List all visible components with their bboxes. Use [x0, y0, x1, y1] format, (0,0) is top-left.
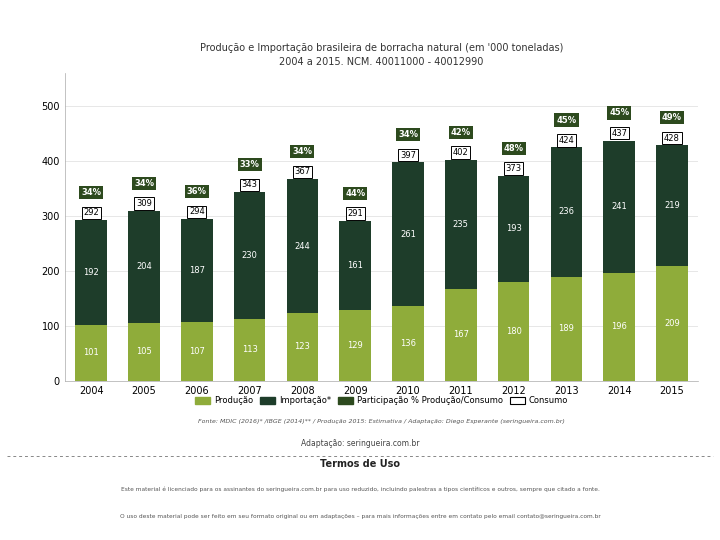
Text: 34%: 34% [81, 188, 102, 197]
Text: 107: 107 [189, 347, 204, 356]
Text: 189: 189 [559, 324, 575, 333]
Text: 204: 204 [136, 262, 152, 272]
Text: 343: 343 [242, 180, 258, 190]
Bar [76, 220, 107, 325]
Text: 402: 402 [453, 148, 469, 157]
Text: 136: 136 [400, 339, 416, 348]
Text: 34%: 34% [134, 179, 154, 188]
Bar [498, 176, 529, 282]
Bar [603, 140, 635, 273]
Text: O uso deste material pode ser feito em seu formato original ou em adaptações – p: O uso deste material pode ser feito em s… [120, 514, 600, 519]
Title: Produção e Importação brasileira de borracha natural (em '000 toneladas)
2004 a : Produção e Importação brasileira de borr… [200, 43, 563, 66]
Legend: Produção, Importação*, Participação % Produção/Consumo, Consumo: Produção, Importação*, Participação % Pr… [192, 393, 572, 409]
Text: 44%: 44% [345, 188, 365, 198]
Text: 292: 292 [84, 208, 99, 218]
Text: 196: 196 [611, 322, 627, 332]
Text: 367: 367 [294, 167, 310, 176]
Bar [656, 266, 688, 381]
Text: Termos de Uso: Termos de Uso [320, 460, 400, 469]
Text: 241: 241 [611, 202, 627, 211]
Text: 397: 397 [400, 151, 416, 160]
Bar [234, 192, 266, 319]
Bar [128, 323, 160, 381]
Bar [339, 310, 371, 381]
Text: Este material é licenciado para os assinantes do seringueira.com.br para uso red: Este material é licenciado para os assin… [120, 487, 600, 492]
Bar [603, 273, 635, 381]
Text: 42%: 42% [451, 127, 471, 137]
Text: 437: 437 [611, 129, 627, 138]
Text: 309: 309 [136, 199, 152, 208]
Text: 209: 209 [664, 319, 680, 328]
Bar [287, 313, 318, 381]
Text: 129: 129 [347, 341, 363, 350]
Bar [498, 282, 529, 381]
Text: 244: 244 [294, 241, 310, 251]
Text: 45%: 45% [609, 109, 629, 117]
Text: 167: 167 [453, 330, 469, 339]
Text: 230: 230 [242, 251, 258, 260]
Text: 101: 101 [84, 348, 99, 357]
Bar [392, 306, 424, 381]
Text: 36%: 36% [186, 187, 207, 196]
Text: 294: 294 [189, 207, 204, 217]
Text: RESULTADOS: RESULTADOS [11, 28, 121, 43]
Text: 428: 428 [664, 134, 680, 143]
Text: 33%: 33% [240, 160, 259, 169]
Bar [128, 211, 160, 323]
Text: 34%: 34% [292, 147, 312, 156]
Text: 235: 235 [453, 220, 469, 229]
Text: 192: 192 [84, 268, 99, 277]
Bar [392, 163, 424, 306]
Bar [181, 322, 212, 381]
Bar [234, 319, 266, 381]
Bar [656, 145, 688, 266]
Bar [445, 289, 477, 381]
Text: 161: 161 [347, 261, 363, 270]
Text: 236: 236 [559, 207, 575, 217]
Bar [287, 179, 318, 313]
Text: 219: 219 [664, 201, 680, 210]
Text: 45%: 45% [557, 116, 577, 125]
Bar [76, 325, 107, 381]
Text: Adaptação: seringueira.com.br: Adaptação: seringueira.com.br [301, 440, 419, 448]
Bar [181, 219, 212, 322]
Text: 123: 123 [294, 342, 310, 352]
Text: 373: 373 [505, 164, 522, 173]
Text: 261: 261 [400, 230, 416, 239]
Text: 48%: 48% [503, 144, 523, 153]
Bar [339, 221, 371, 310]
Text: 34%: 34% [398, 130, 418, 139]
Text: 105: 105 [136, 347, 152, 356]
Text: 187: 187 [189, 266, 204, 275]
Text: 291: 291 [347, 209, 363, 218]
Bar [551, 147, 582, 277]
Bar [445, 160, 477, 289]
Text: Fonte: MDIC (2016)* /IBGE (2014)** / Produção 2015: Estimativa / Adaptação: Dieg: Fonte: MDIC (2016)* /IBGE (2014)** / Pro… [198, 418, 565, 424]
Text: 424: 424 [559, 136, 575, 145]
Text: 49%: 49% [662, 113, 682, 123]
Text: 180: 180 [505, 327, 521, 336]
Text: Expansão  Produtiva
Brasil: Expansão Produtiva Brasil [567, 18, 709, 52]
Bar [551, 277, 582, 381]
Text: 193: 193 [505, 224, 521, 233]
Text: 113: 113 [242, 345, 258, 354]
